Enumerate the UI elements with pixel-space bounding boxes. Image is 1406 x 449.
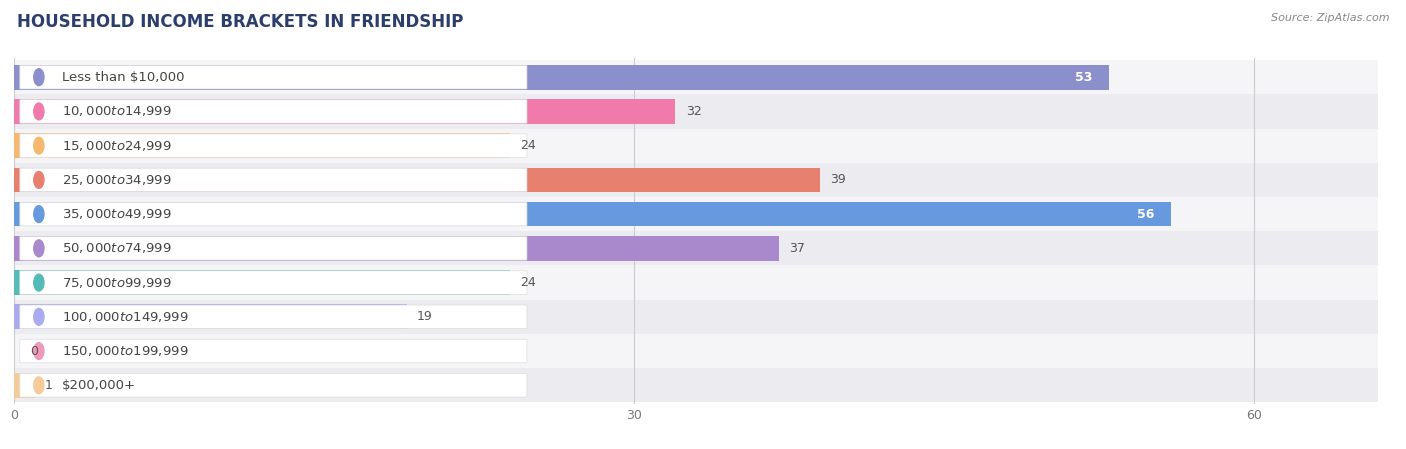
Bar	[14, 197, 1406, 231]
Bar	[14, 133, 510, 158]
Text: $50,000 to $74,999: $50,000 to $74,999	[62, 242, 172, 255]
FancyBboxPatch shape	[20, 305, 527, 329]
Bar	[14, 163, 1406, 197]
Text: Less than $10,000: Less than $10,000	[62, 70, 184, 84]
Bar	[14, 99, 675, 124]
Bar	[14, 202, 1171, 226]
Text: $100,000 to $149,999: $100,000 to $149,999	[62, 310, 188, 324]
Circle shape	[34, 274, 44, 291]
Bar	[14, 270, 510, 295]
Circle shape	[34, 308, 44, 325]
Text: 37: 37	[789, 242, 804, 255]
Circle shape	[34, 137, 44, 154]
Text: $200,000+: $200,000+	[62, 379, 135, 392]
Text: HOUSEHOLD INCOME BRACKETS IN FRIENDSHIP: HOUSEHOLD INCOME BRACKETS IN FRIENDSHIP	[17, 13, 463, 31]
Text: $25,000 to $34,999: $25,000 to $34,999	[62, 173, 172, 187]
Text: 39: 39	[831, 173, 846, 186]
FancyBboxPatch shape	[20, 66, 527, 89]
FancyBboxPatch shape	[20, 237, 527, 260]
Text: $75,000 to $99,999: $75,000 to $99,999	[62, 276, 172, 290]
Text: 1: 1	[45, 379, 53, 392]
FancyBboxPatch shape	[20, 374, 527, 397]
Bar	[14, 167, 820, 192]
Bar	[14, 236, 779, 261]
Circle shape	[34, 172, 44, 188]
Circle shape	[34, 103, 44, 120]
FancyBboxPatch shape	[20, 168, 527, 192]
Text: Source: ZipAtlas.com: Source: ZipAtlas.com	[1271, 13, 1389, 23]
Circle shape	[34, 240, 44, 257]
Text: 56: 56	[1137, 207, 1154, 220]
FancyBboxPatch shape	[20, 339, 527, 363]
Text: 24: 24	[520, 139, 536, 152]
FancyBboxPatch shape	[20, 100, 527, 123]
Text: $35,000 to $49,999: $35,000 to $49,999	[62, 207, 172, 221]
Text: 32: 32	[686, 105, 702, 118]
FancyBboxPatch shape	[20, 134, 527, 158]
Text: 53: 53	[1076, 70, 1092, 84]
Bar	[14, 231, 1406, 265]
Bar	[14, 128, 1406, 163]
Text: 24: 24	[520, 276, 536, 289]
Text: $150,000 to $199,999: $150,000 to $199,999	[62, 344, 188, 358]
Bar	[14, 368, 1406, 402]
Text: $10,000 to $14,999: $10,000 to $14,999	[62, 105, 172, 119]
Bar	[14, 60, 1406, 94]
Bar	[14, 304, 406, 329]
Bar	[14, 65, 1109, 89]
FancyBboxPatch shape	[20, 271, 527, 295]
Bar	[14, 334, 1406, 368]
Bar	[14, 94, 1406, 128]
Circle shape	[34, 377, 44, 394]
Bar	[14, 373, 35, 398]
FancyBboxPatch shape	[20, 202, 527, 226]
Circle shape	[34, 206, 44, 223]
Bar	[14, 299, 1406, 334]
Bar	[14, 265, 1406, 299]
Text: $15,000 to $24,999: $15,000 to $24,999	[62, 139, 172, 153]
Circle shape	[34, 69, 44, 86]
Circle shape	[34, 343, 44, 360]
Text: 19: 19	[418, 310, 433, 323]
Text: 0: 0	[31, 344, 38, 357]
